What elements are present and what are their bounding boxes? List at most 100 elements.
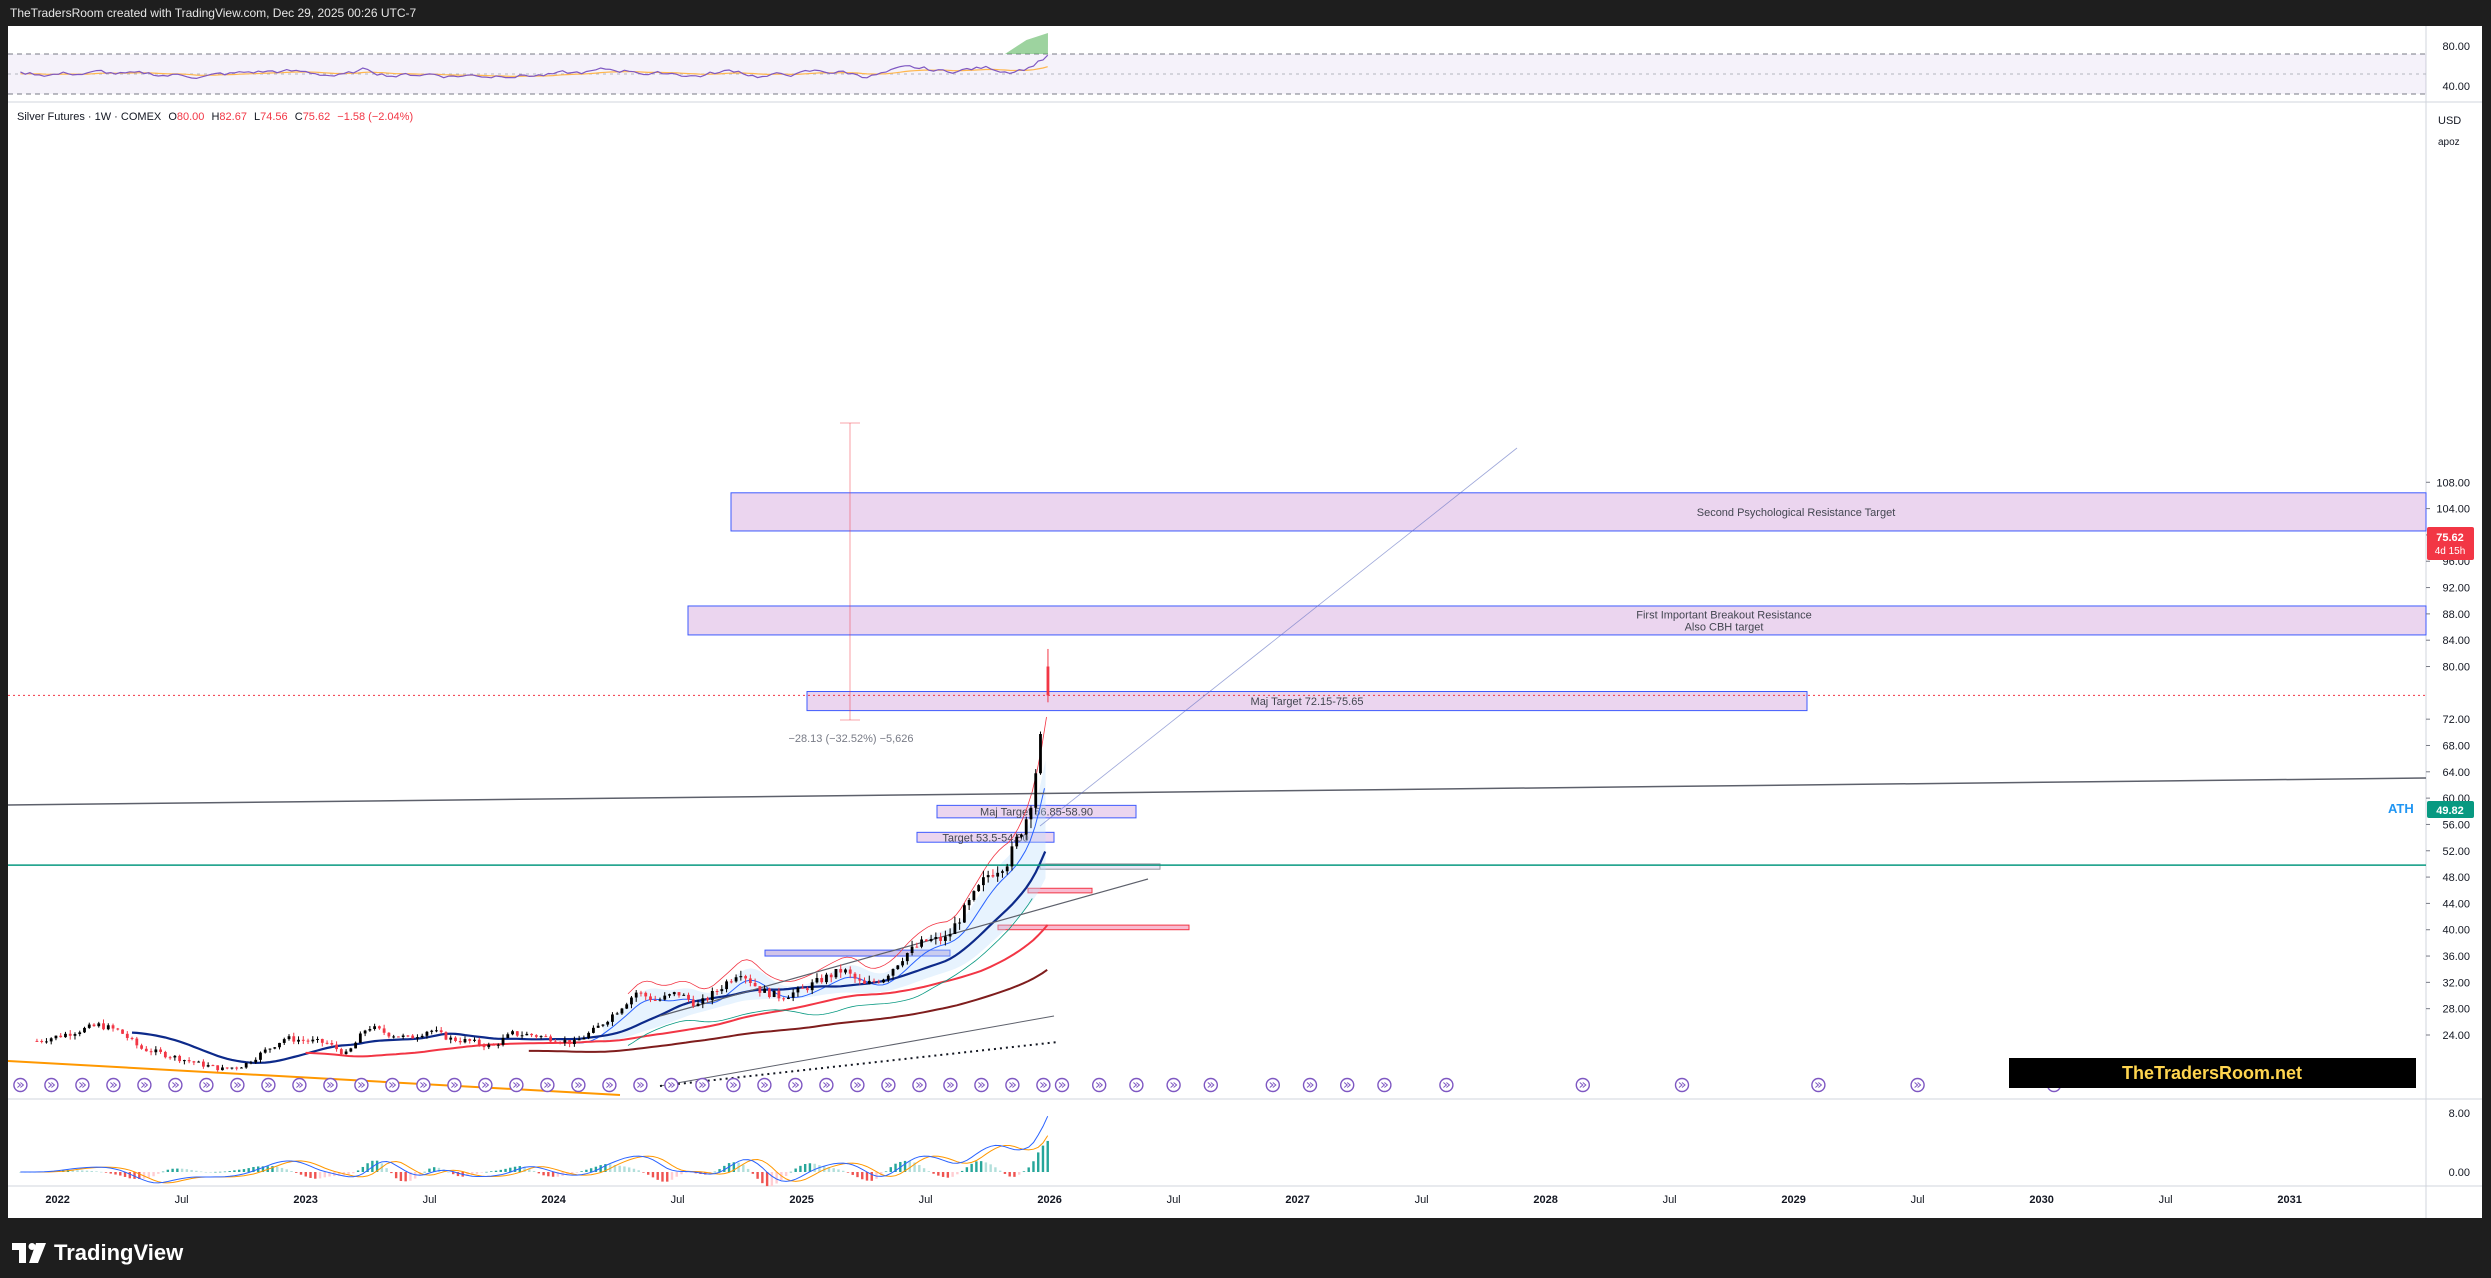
candle-body: [996, 872, 1000, 877]
candle-body: [230, 1067, 234, 1069]
event-marker-glyph: [110, 1082, 118, 1088]
candle-body: [625, 1004, 629, 1009]
candle-body: [59, 1035, 63, 1038]
candle-body: [244, 1062, 248, 1068]
macd-histogram-bar: [856, 1172, 859, 1178]
event-marker-glyph: [637, 1082, 645, 1088]
candle-body: [991, 875, 995, 877]
candle-body: [882, 979, 885, 983]
macd-histogram-bar: [585, 1169, 588, 1172]
candle-body: [449, 1037, 453, 1040]
macd-histogram-bar: [223, 1171, 227, 1173]
candle-body: [187, 1060, 191, 1062]
candle-body: [982, 877, 985, 886]
candle-body: [1046, 666, 1050, 696]
price-tick-label: 80.00: [2442, 662, 2470, 674]
macd-histogram-bar: [199, 1171, 203, 1173]
macd-histogram-bar: [166, 1169, 170, 1172]
macd-histogram-bar: [894, 1163, 897, 1172]
macd-histogram-bar: [133, 1172, 136, 1179]
candle-body: [734, 977, 738, 982]
candle-body: [192, 1061, 196, 1063]
candle-body: [496, 1044, 500, 1046]
macd-histogram-bar: [723, 1165, 726, 1172]
macd-histogram-bar: [95, 1171, 98, 1172]
candle-body: [725, 981, 728, 990]
candle-body: [801, 987, 805, 989]
candle-body: [297, 1039, 300, 1042]
candle-body: [301, 1039, 305, 1041]
candle-body: [948, 934, 952, 937]
candle-body: [539, 1036, 543, 1038]
event-marker-glyph: [1133, 1082, 1141, 1088]
candle-body: [606, 1021, 610, 1025]
candle-body: [268, 1048, 272, 1050]
macd-histogram-bar: [109, 1172, 112, 1174]
macd-histogram-bar: [742, 1164, 745, 1172]
macd-histogram-bar: [128, 1172, 131, 1179]
candle-body: [787, 997, 790, 999]
macd-histogram-bar: [85, 1170, 89, 1172]
macd-histogram-bar: [861, 1172, 864, 1180]
ath-value: 49.82: [2436, 805, 2464, 817]
candle-body: [653, 1000, 657, 1002]
candle-body: [943, 936, 947, 941]
macd-histogram-bar: [675, 1172, 678, 1177]
macd-histogram-bar: [452, 1172, 455, 1175]
macd-histogram-bar: [466, 1172, 469, 1176]
candle-body: [487, 1044, 491, 1048]
candle-body: [867, 980, 871, 984]
time-tick-year: 2025: [789, 1194, 813, 1206]
macd-histogram-bar: [570, 1172, 574, 1174]
macd-histogram-bar: [499, 1169, 502, 1172]
event-marker-glyph: [606, 1082, 614, 1088]
candle-body: [83, 1027, 86, 1033]
candle-body: [49, 1038, 53, 1042]
candle-body: [306, 1040, 310, 1042]
macd-histogram-bar: [956, 1172, 959, 1175]
candle-body: [482, 1044, 486, 1048]
watermark-box: TheTradersRoom.net: [2009, 1058, 2416, 1088]
macd-histogram-bar: [119, 1172, 122, 1176]
macd-histogram-bar: [347, 1172, 350, 1175]
candle-body: [710, 990, 714, 1001]
ath-level: ATH 49.82: [2388, 801, 2474, 818]
tradingview-icon: [12, 1243, 46, 1263]
candle-body: [173, 1055, 177, 1058]
tradingview-logo[interactable]: TradingView: [12, 1238, 183, 1268]
candle-body: [235, 1067, 239, 1069]
candle-body: [967, 900, 971, 906]
macd-histogram-bar: [104, 1172, 108, 1173]
macd-histogram-bar: [161, 1171, 165, 1173]
chart-canvas[interactable]: Silver Futures · 1W · COMEX O80.00 H82.6…: [0, 26, 2491, 1228]
macd-histogram-bar: [480, 1172, 483, 1173]
candle-body: [140, 1045, 143, 1049]
candles-layer: [35, 648, 1050, 1072]
macd-histogram-bar: [685, 1172, 688, 1173]
candle-body: [240, 1067, 243, 1069]
rsi-line: [20, 54, 1049, 80]
event-marker-glyph: [17, 1082, 25, 1088]
candle-body: [130, 1037, 134, 1039]
candle-body: [577, 1039, 581, 1041]
candle-body: [125, 1033, 129, 1038]
target-zone: [687, 605, 2427, 636]
rsi-tick-label: 40.00: [2442, 81, 2470, 93]
price-tick-label: 68.00: [2442, 740, 2470, 752]
macd-histogram-bar: [504, 1168, 507, 1172]
macd-histogram-bar: [90, 1170, 93, 1172]
candle-body: [278, 1042, 281, 1048]
macd-histogram-bar: [261, 1166, 265, 1172]
event-markers: [13, 1077, 2062, 1093]
macd-histogram-bar: [537, 1172, 541, 1174]
macd-histogram-bar: [960, 1170, 964, 1172]
price-tick-label: 84.00: [2442, 635, 2470, 647]
macd-histogram-bar: [718, 1169, 721, 1172]
macd-histogram-bar: [404, 1172, 407, 1182]
candle-body: [444, 1032, 448, 1040]
candle-body: [1020, 834, 1023, 837]
price-tick-label: 36.00: [2442, 951, 2470, 963]
macd-histogram-bar: [328, 1172, 331, 1177]
macd-tick-label: 0.00: [2449, 1167, 2470, 1179]
candle-body: [806, 988, 809, 991]
